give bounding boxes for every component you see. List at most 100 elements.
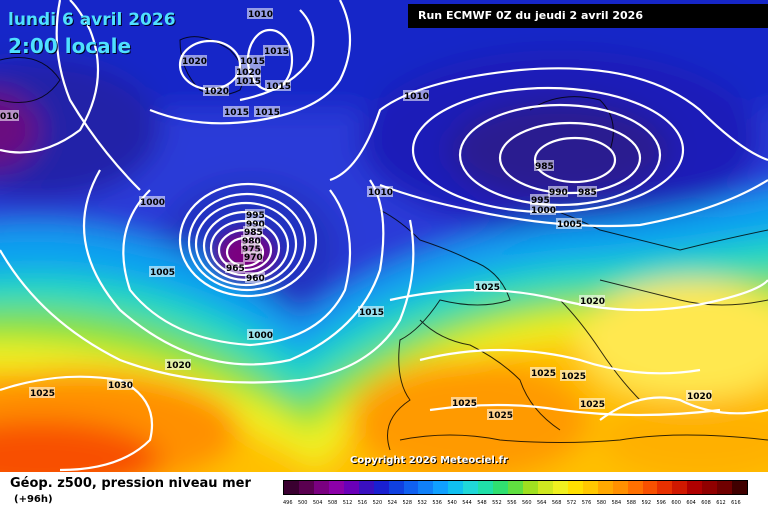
pressure-label-bg [235, 66, 261, 77]
color-swatch [463, 481, 479, 494]
pressure-label-bg [534, 160, 554, 171]
pressure-label: 1025 [30, 389, 55, 399]
pressure-label: 1030 [108, 381, 133, 391]
weather-map: 1010 1015 1020 1015 1020 1015 1015 1020 1015 1015… [0, 0, 768, 472]
color-swatch [493, 481, 509, 494]
pressure-label: 1015 [266, 82, 291, 92]
color-swatch [717, 481, 733, 494]
pressure-label-bg [556, 218, 582, 229]
pressure-label: 1000 [248, 331, 273, 341]
color-tick-label: 568 [551, 500, 562, 506]
color-tick-label: 536 [432, 500, 442, 506]
pressure-label-bg [181, 55, 207, 66]
color-swatch [418, 481, 434, 494]
color-tick-label: 544 [462, 500, 472, 506]
color-tick-label: 524 [387, 500, 398, 506]
pressure-label: 995 [246, 211, 265, 221]
color-swatch [284, 481, 299, 494]
pressure-label-bg [245, 218, 265, 229]
pressure-label: 1025 [452, 399, 477, 409]
coastlines [0, 36, 768, 451]
color-tick-label: 576 [581, 500, 592, 506]
color-swatch [687, 481, 703, 494]
pressure-label: 985 [578, 188, 597, 198]
color-tick-label: 560 [522, 500, 532, 506]
pressure-label: 1025 [488, 411, 513, 421]
pressure-label-bg [243, 226, 263, 237]
copyright-text: Copyright 2026 Meteociel.fr [350, 455, 508, 466]
color-swatch [358, 481, 374, 494]
pressure-label-bg [487, 409, 513, 420]
pressure-label: 1015 [359, 308, 384, 318]
color-tick-label: 516 [357, 500, 368, 506]
color-swatch [478, 481, 494, 494]
color-tick-label: 500 [297, 500, 308, 506]
pressure-label-bg [451, 397, 477, 408]
pressure-label-bg [247, 8, 273, 19]
pressure-label: 1005 [150, 268, 175, 278]
color-tick-label: 604 [686, 500, 696, 506]
color-tick-label: 504 [312, 500, 323, 506]
pressure-label: 1010 [368, 188, 393, 198]
pressure-label: 965 [226, 264, 245, 274]
pressure-label-bg [577, 186, 597, 197]
pressure-label-bg [367, 186, 393, 197]
pressure-label-bg [548, 186, 568, 197]
pressure-label: 1025 [475, 283, 500, 293]
pressure-label-bg [225, 262, 245, 273]
pressure-label: 970 [244, 253, 263, 263]
pressure-label-bg [263, 45, 289, 56]
color-tick-label: 512 [342, 500, 353, 506]
pressure-label: 990 [246, 220, 265, 230]
color-swatch [448, 481, 464, 494]
pressure-label: 1015 [224, 108, 249, 118]
pressure-label-bg [29, 387, 55, 398]
pressure-label-bg [530, 367, 556, 378]
color-tick-label: 612 [716, 500, 726, 506]
color-swatch [328, 481, 344, 494]
pressure-label-bg [403, 90, 429, 101]
color-tick-label: 580 [596, 500, 607, 506]
color-tick-label: 584 [611, 500, 622, 506]
color-swatch [732, 481, 748, 494]
pressure-label-bg [254, 106, 280, 117]
color-tick-label: 520 [372, 500, 383, 506]
color-swatch [657, 481, 673, 494]
pressure-label-bg [245, 272, 265, 283]
pressure-label: 960 [246, 274, 265, 284]
color-swatch [582, 481, 598, 494]
color-swatch [567, 481, 583, 494]
color-swatch [433, 481, 449, 494]
color-swatch [373, 481, 389, 494]
legend-footer: Géop. z500, pression niveau mer (+96h) 4… [0, 472, 768, 512]
pressure-label: 1020 [687, 392, 712, 402]
pressure-label: 975 [242, 245, 261, 255]
pressure-label-bg [265, 80, 291, 91]
color-tick-label: 608 [701, 500, 711, 506]
pressure-label: 1010 [248, 10, 273, 20]
color-tick-label: 564 [536, 500, 547, 506]
color-swatch [403, 481, 419, 494]
pressure-label-bg [0, 110, 19, 121]
pressure-label: 1025 [531, 369, 556, 379]
color-tick-label: 600 [671, 500, 681, 506]
color-swatch [343, 481, 359, 494]
pressure-label-bg [560, 370, 586, 381]
pressure-label: 980 [242, 237, 261, 247]
pressure-label-bg [139, 196, 165, 207]
pressure-label: 1000 [140, 198, 165, 208]
pressure-label-bg [239, 55, 265, 66]
pressure-label: 1025 [561, 372, 586, 382]
color-swatch [702, 481, 718, 494]
pressure-label: 1000 [531, 206, 556, 216]
pressure-label: 1020 [166, 361, 191, 371]
color-tick-label: 528 [402, 500, 413, 506]
pressure-label-bg [247, 329, 273, 340]
pressure-label-bg [245, 209, 265, 220]
color-tick-label: 592 [641, 500, 652, 506]
pressure-label: 1015 [240, 57, 265, 67]
color-swatch [627, 481, 643, 494]
color-swatch [388, 481, 404, 494]
